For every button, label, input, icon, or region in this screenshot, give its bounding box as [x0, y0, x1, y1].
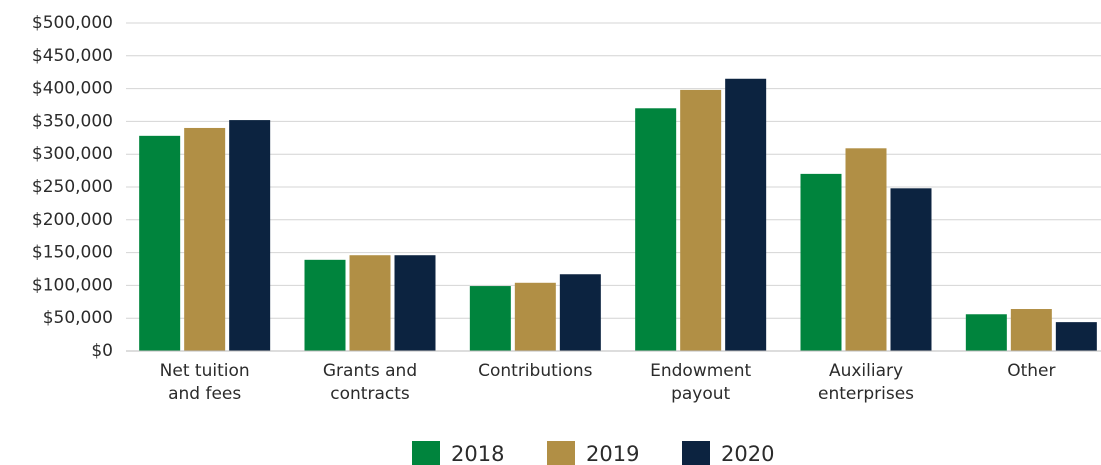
x-tick-label: Endowment payout — [650, 361, 751, 404]
x-tick-label: Net tuition and fees — [160, 361, 250, 404]
bar — [680, 89, 722, 352]
legend-swatch — [412, 441, 440, 465]
bar — [1010, 309, 1052, 351]
y-tick-label: $250,000 — [32, 177, 113, 197]
bar — [514, 282, 556, 351]
legend-swatch — [547, 441, 575, 465]
x-tick-label: Other — [1007, 361, 1055, 381]
y-tick-label: $0 — [91, 341, 113, 361]
x-tick-label: Grants and contracts — [323, 361, 417, 404]
bar — [725, 78, 767, 351]
bar — [304, 259, 346, 351]
legend-label: 2020 — [721, 442, 774, 465]
bar — [845, 148, 887, 351]
bar — [349, 255, 391, 351]
bar — [965, 314, 1007, 351]
bar — [559, 274, 601, 351]
legend-swatch — [682, 441, 710, 465]
bar — [1055, 322, 1097, 351]
y-tick-label: $300,000 — [32, 144, 113, 164]
x-tick-label: Auxiliary enterprises — [818, 361, 914, 404]
bar — [469, 286, 511, 351]
bar — [890, 188, 932, 351]
x-tick-label: Contributions — [478, 361, 593, 381]
bar — [394, 255, 436, 351]
y-tick-label: $450,000 — [32, 46, 113, 66]
legend-label: 2018 — [451, 442, 504, 465]
bar — [229, 120, 271, 351]
y-tick-label: $50,000 — [43, 308, 113, 328]
y-tick-label: $350,000 — [32, 111, 113, 131]
y-tick-label: $100,000 — [32, 275, 113, 295]
y-tick-label: $200,000 — [32, 210, 113, 230]
y-tick-label: $150,000 — [32, 243, 113, 263]
legend-label: 2019 — [586, 442, 639, 465]
y-tick-label: $500,000 — [32, 13, 113, 33]
bar — [184, 127, 226, 352]
y-tick-label: $400,000 — [32, 79, 113, 99]
bar — [635, 108, 677, 351]
bar — [139, 135, 181, 351]
bar — [800, 173, 842, 351]
